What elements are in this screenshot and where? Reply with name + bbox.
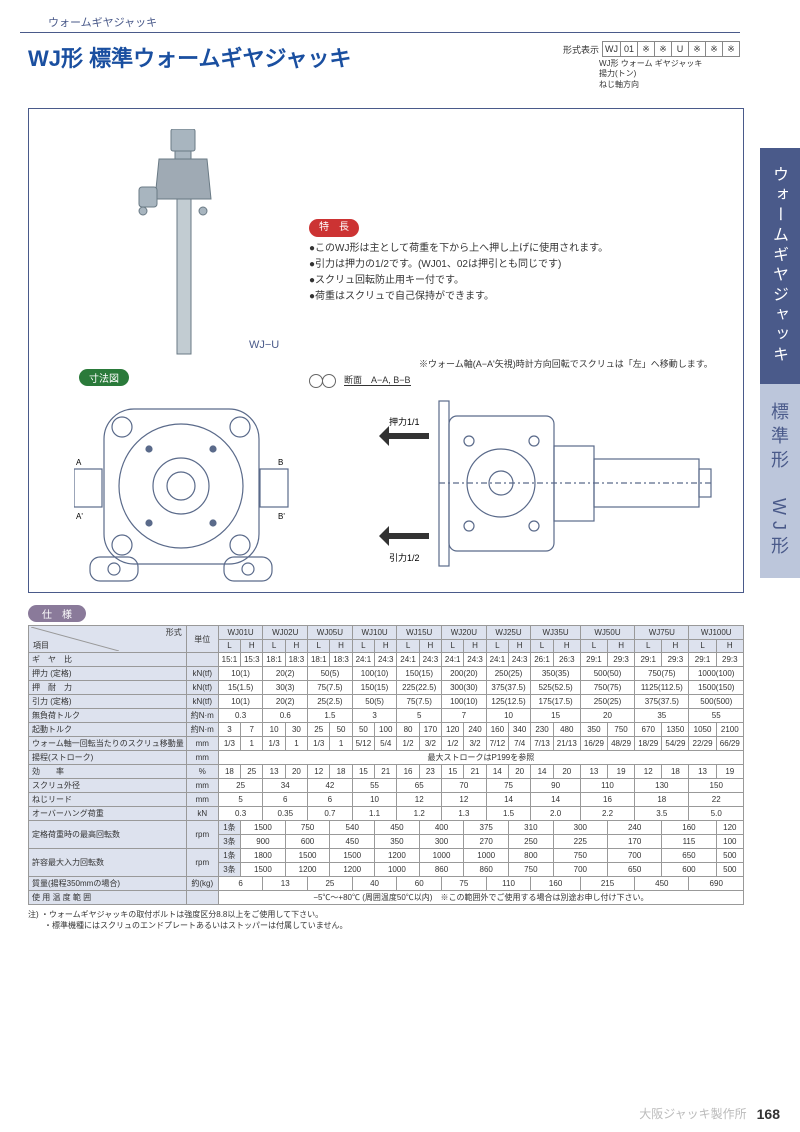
feature-item: ●引力は押力の1/2です。(WJ01、02は押引とも同じです)	[309, 257, 608, 273]
svg-text:引力1/2: 引力1/2	[389, 552, 420, 563]
svg-text:B: B	[278, 458, 283, 467]
svg-text:押力1/1: 押力1/1	[389, 416, 420, 427]
figure-box: WJ−U 特 長 ●このWJ形は主として荷重を下から上へ押し上げに使用されます。…	[28, 108, 744, 593]
product-model-label: WJ−U	[249, 339, 279, 351]
model-cell: ※	[637, 41, 655, 57]
svg-text:B': B'	[278, 512, 285, 521]
page-number: 168	[757, 1106, 780, 1122]
front-drawing: A A' B B'	[74, 389, 289, 584]
feature-item: ●荷重はスクリュで自己保持ができます。	[309, 289, 608, 305]
svg-text:A': A'	[76, 512, 83, 521]
model-desc-line: ねじ軸方向	[599, 80, 740, 90]
spec-section: 仕 様 形式項目単位WJ01UWJ02UWJ05UWJ10UWJ15UWJ20U…	[28, 605, 744, 905]
model-cell: ※	[722, 41, 740, 57]
page-title: WJ形 標準ウォームギヤジャッキ	[28, 41, 351, 90]
model-format-label: 形式表示	[563, 43, 599, 56]
model-desc-line: 揚力(トン)	[599, 69, 740, 79]
worm-rotation-note: ※ウォーム軸(A−A'矢視)時計方向回転でスクリュは「左」へ移動します。	[419, 357, 713, 370]
footer-company: 大阪ジャッキ製作所	[639, 1105, 746, 1122]
feature-item: ●このWJ形は主として荷重を下から上へ押し上げに使用されます。	[309, 241, 608, 257]
model-cell: WJ	[602, 41, 621, 57]
spec-badge: 仕 様	[28, 605, 86, 622]
model-cell: U	[671, 41, 689, 57]
model-cell: ※	[654, 41, 672, 57]
footnotes: 注) ・ウォームギヤジャッキの取付ボルトは強度区分8.8以上をご使用して下さい。…	[28, 909, 744, 931]
category-header: ウォームギヤジャッキ	[20, 0, 740, 33]
product-illustration	[129, 129, 249, 359]
model-cell: 01	[620, 41, 638, 57]
svg-text:A: A	[76, 458, 82, 467]
model-format-box: 形式表示 WJ01※※U※※※ WJ形 ウォーム ギヤジャッキ揚力(トン)ねじ軸…	[563, 41, 740, 90]
features-badge: 特 長	[309, 219, 359, 237]
footnote-line: 注) ・ウォームギヤジャッキの取付ボルトは強度区分8.8以上をご使用して下さい。	[28, 909, 744, 920]
spec-table: 形式項目単位WJ01UWJ02UWJ05UWJ10UWJ15UWJ20UWJ25…	[28, 625, 744, 905]
footer: 大阪ジャッキ製作所 168	[639, 1105, 780, 1122]
feature-item: ●スクリュ回転防止用キー付です。	[309, 273, 608, 289]
section-cut-label: 断面 A−A, B−B	[309, 373, 411, 388]
model-cell: ※	[705, 41, 723, 57]
side-tab-category: ウォームギヤジャッキ	[760, 148, 800, 384]
footnote-line: ・標準機種にはスクリュのエンドプレートあるいはストッパーは付属していません。	[28, 920, 744, 931]
side-tab-model: 標準形 WJ形	[760, 384, 800, 578]
features-block: 特 長 ●このWJ形は主として荷重を下から上へ押し上げに使用されます。●引力は押…	[309, 219, 608, 305]
model-cell: ※	[688, 41, 706, 57]
side-tab: ウォームギヤジャッキ 標準形 WJ形	[760, 148, 800, 578]
dimension-drawing-badge: 寸法図	[79, 369, 129, 386]
model-desc-line: WJ形 ウォーム ギヤジャッキ	[599, 59, 740, 69]
side-drawing: 押力1/1 引力1/2	[379, 391, 719, 586]
